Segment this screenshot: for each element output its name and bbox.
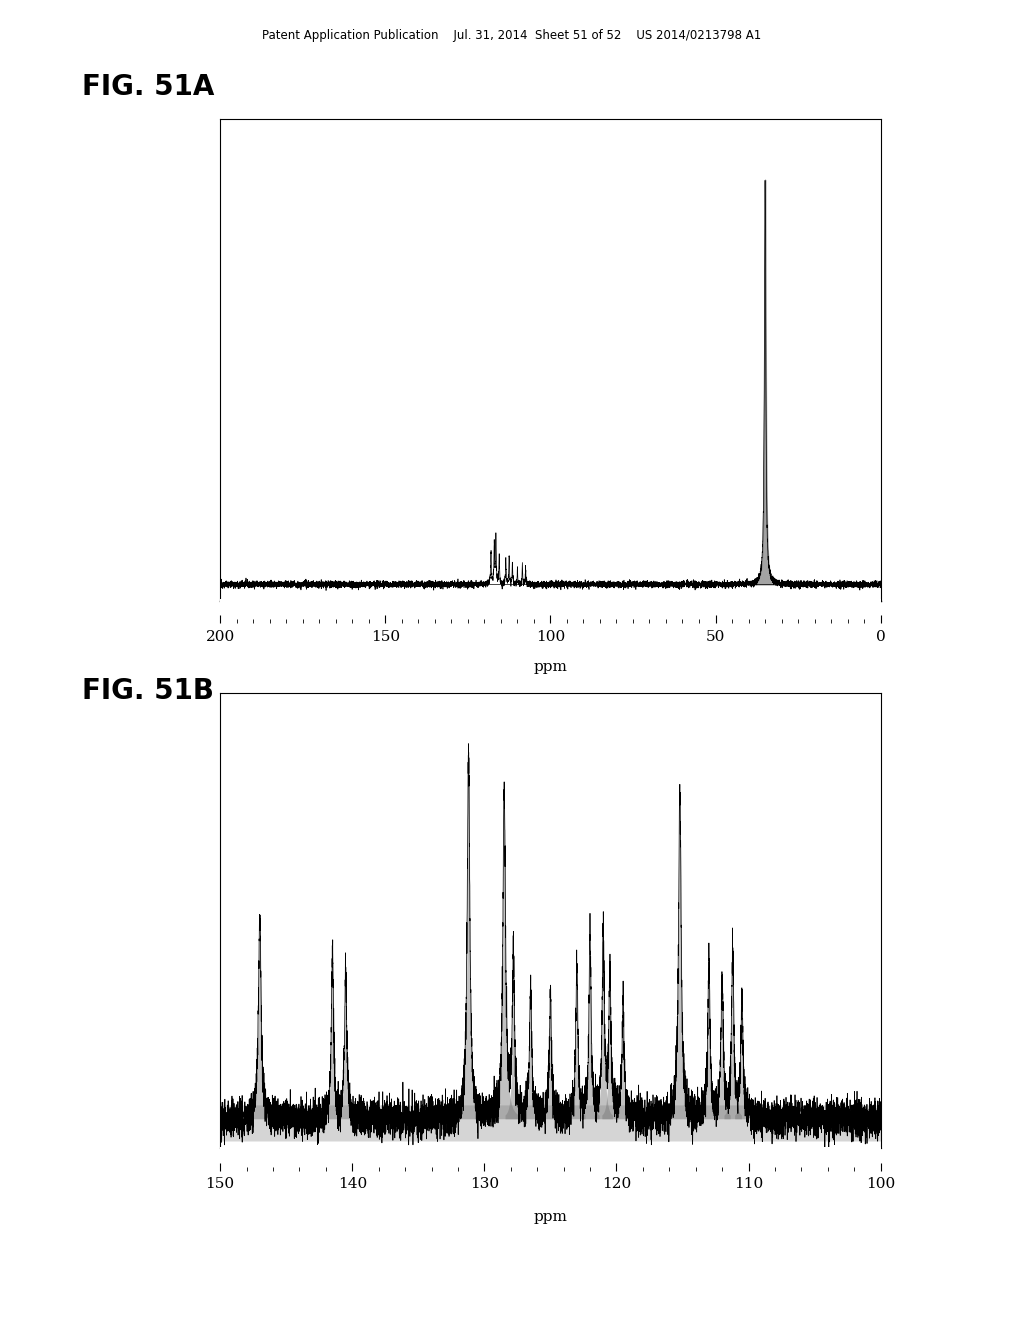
Text: 100: 100	[536, 630, 565, 644]
Text: FIG. 51A: FIG. 51A	[82, 73, 214, 100]
Text: 130: 130	[470, 1177, 499, 1192]
Text: 100: 100	[866, 1177, 895, 1192]
Text: ppm: ppm	[534, 660, 567, 675]
Text: 200: 200	[206, 630, 234, 644]
Text: 150: 150	[371, 630, 399, 644]
Text: 140: 140	[338, 1177, 367, 1192]
Text: ppm: ppm	[534, 1210, 567, 1225]
Text: 150: 150	[206, 1177, 234, 1192]
Text: 0: 0	[876, 630, 886, 644]
Text: 110: 110	[734, 1177, 763, 1192]
Text: Patent Application Publication    Jul. 31, 2014  Sheet 51 of 52    US 2014/02137: Patent Application Publication Jul. 31, …	[262, 29, 762, 42]
Text: 50: 50	[706, 630, 725, 644]
Text: FIG. 51B: FIG. 51B	[82, 677, 214, 705]
Text: 120: 120	[602, 1177, 631, 1192]
